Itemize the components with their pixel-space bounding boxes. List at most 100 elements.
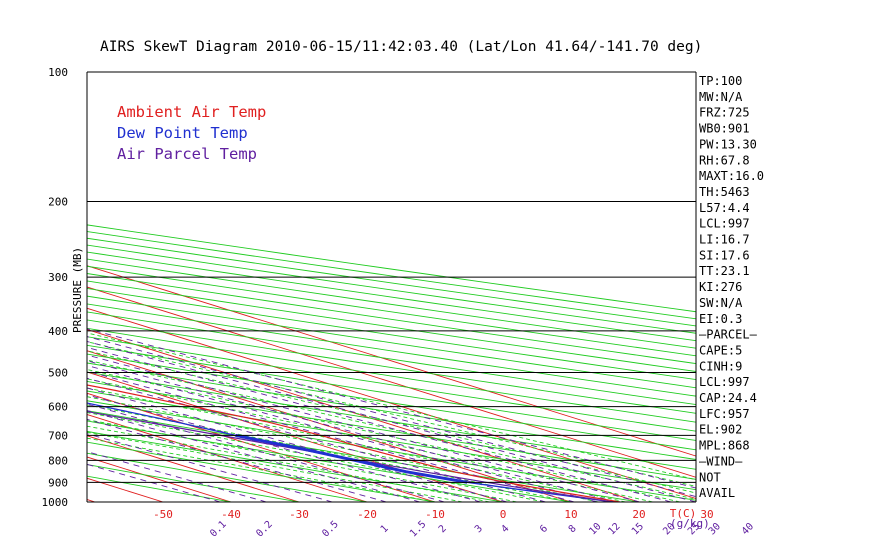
mixing-ratio-label: 2: [437, 523, 449, 535]
pressure-tick-label: 600: [48, 401, 68, 414]
isotherm-line: [87, 371, 504, 502]
index-row: —PARCEL—: [699, 328, 758, 342]
chart-title: AIRS SkewT Diagram 2010-06-15/11:42:03.4…: [100, 39, 702, 55]
dry-adiabat-line: [87, 441, 436, 502]
dry-adiabat-line: [87, 353, 696, 451]
index-row: SI:17.6: [699, 248, 750, 262]
index-row: TT:23.1: [699, 264, 750, 278]
pressure-tick-label: 200: [48, 195, 68, 208]
mixing-ratio-line: [87, 328, 696, 489]
isotherm-line: [87, 350, 572, 502]
bottom-axis-unit: T(C): [670, 507, 697, 520]
index-row: TH:5463: [699, 185, 750, 199]
mixing-ratio-line: [87, 360, 617, 502]
moist-adiabat-line: [87, 419, 517, 502]
index-row: LCL:997: [699, 217, 750, 231]
index-row: WB0:901: [699, 122, 750, 136]
mixing-ratio-label: 10: [587, 521, 603, 537]
isotherm-line: [0, 72, 27, 502]
dry-adiabat-line: [87, 224, 696, 313]
legend-item: Dew Point Temp: [117, 124, 248, 142]
mixing-ratio-line: [87, 377, 547, 502]
mixing-ratio-label: 1.5: [408, 519, 429, 540]
index-row: NOT: [699, 470, 721, 484]
bottom-tick-label: -40: [221, 508, 241, 521]
bottom-tick-label: 10: [564, 508, 577, 521]
profile-line: [87, 410, 614, 502]
pressure-tick-label: 800: [48, 454, 68, 467]
pressure-tick-label: 100: [48, 66, 68, 79]
index-row: MW:N/A: [699, 90, 743, 104]
mixing-ratio-label: 8: [567, 523, 579, 535]
index-row: PW:13.30: [699, 137, 757, 151]
legend-item: Ambient Air Temp: [117, 103, 266, 121]
isotherm-line: [87, 286, 696, 478]
mixing-ratio-label: 40: [740, 521, 756, 537]
mixing-ratio-line: [87, 410, 421, 502]
index-row: TP:100: [699, 74, 742, 88]
index-row: SW:N/A: [699, 296, 743, 310]
index-row: KI:276: [699, 280, 742, 294]
index-row: EL:902: [699, 423, 742, 437]
mixing-ratio-line: [87, 403, 445, 502]
index-row: —WIND—: [699, 454, 743, 468]
dry-adiabat-line: [87, 327, 696, 423]
bottom-tick-label: -50: [153, 508, 173, 521]
mixing-ratio-line: [87, 418, 387, 502]
dry-adiabat-line: [87, 452, 368, 502]
pressure-tick-label: 500: [48, 367, 68, 380]
index-row: LFC:957: [699, 407, 750, 421]
mixing-ratio-label: 6: [538, 523, 550, 535]
index-row: CINH:9: [699, 359, 742, 373]
dry-adiabat-line: [87, 362, 696, 460]
bottom-tick-label: 20: [632, 508, 645, 521]
mixing-ratio-line: [87, 394, 481, 502]
bottom-tick-label: -30: [289, 508, 309, 521]
pressure-tick-label: 700: [48, 429, 68, 442]
mixing-ratio-line: [87, 364, 598, 502]
dry-adiabat-line: [87, 430, 504, 502]
isotherm-line: [87, 307, 696, 500]
dry-adiabat-line: [87, 390, 696, 491]
index-row: LCL:997: [699, 375, 750, 389]
dry-adiabat-line: [87, 311, 696, 406]
mixing-ratio-label: 15: [630, 521, 646, 537]
isotherm-line: [87, 392, 436, 502]
index-row: LI:16.7: [699, 233, 750, 247]
index-row: EI:0.3: [699, 312, 742, 326]
profile-line: [87, 384, 621, 502]
bottom-tick-label: -10: [425, 508, 445, 521]
pressure-tick-label: 300: [48, 271, 68, 284]
index-row: MAXT:16.0: [699, 169, 764, 183]
mixing-ratio-label: 0.2: [254, 519, 275, 540]
dry-adiabat-line: [87, 344, 696, 441]
dry-adiabat-line: [87, 336, 696, 432]
legend-item: Air Parcel Temp: [117, 145, 257, 163]
mixing-ratio-line: [87, 354, 640, 502]
dry-adiabat-line: [87, 420, 572, 502]
dry-adiabat-line: [87, 237, 696, 327]
isotherm-line: [87, 329, 640, 502]
pressure-tick-label: 400: [48, 325, 68, 338]
bottom-tick-label: -20: [357, 508, 377, 521]
index-row: L57:4.4: [699, 201, 750, 215]
index-row: FRZ:725: [699, 106, 750, 120]
mixing-ratio-label: 3: [473, 523, 485, 535]
bottom-tick-label: 30: [700, 508, 713, 521]
y-axis-label: PRESSURE (MB): [71, 247, 84, 333]
moist-adiabat-line: [87, 341, 696, 487]
mixing-axis-unit: (g/kg): [670, 517, 710, 530]
isotherm-line: [87, 414, 368, 502]
mixing-ratio-label: 4: [499, 523, 511, 535]
dry-adiabat-line: [87, 380, 696, 480]
moist-adiabat-line: [87, 425, 490, 502]
index-row: CAPE:5: [699, 343, 742, 357]
moist-adiabat-line: [87, 412, 544, 502]
index-row: RH:67.8: [699, 153, 750, 167]
mixing-ratio-label: 1: [379, 523, 391, 535]
mixing-ratio-label: 0.1: [208, 519, 229, 540]
dry-adiabat-line: [87, 464, 300, 502]
pressure-tick-label: 1000: [42, 496, 69, 509]
isotherm-line: [87, 265, 696, 457]
